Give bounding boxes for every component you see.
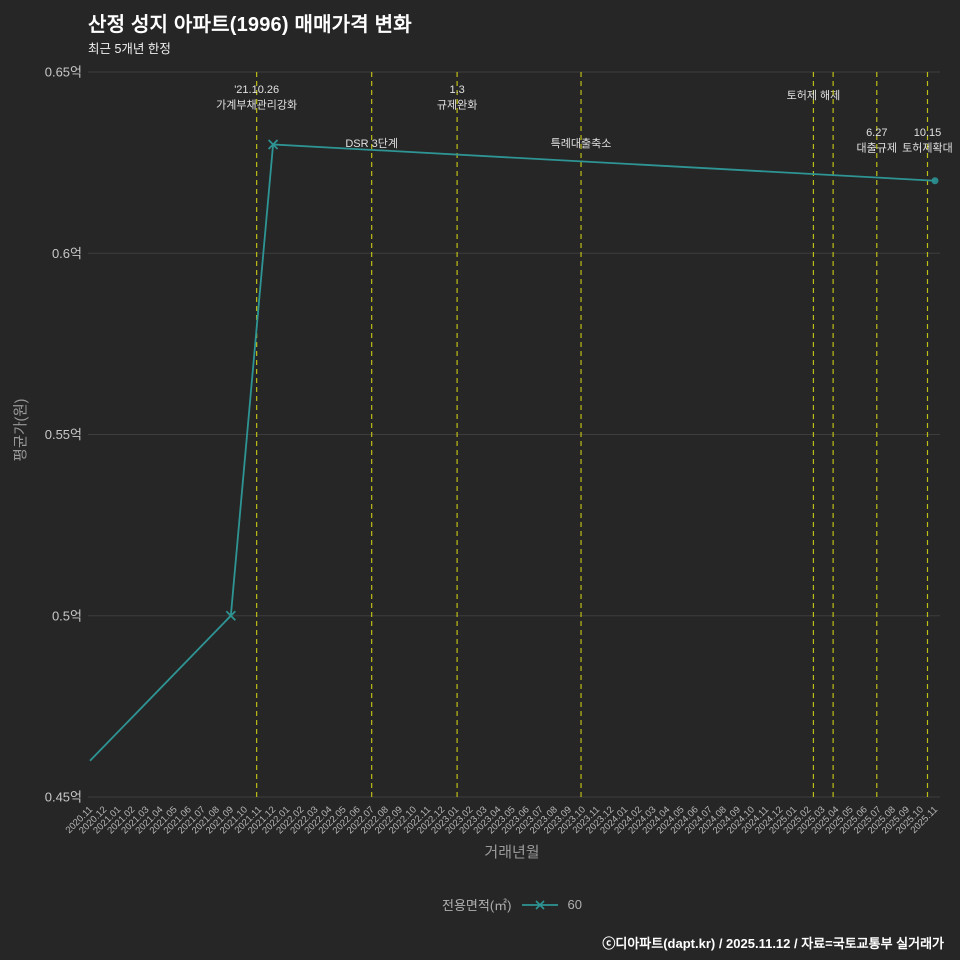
legend-series-name: 60 [567, 897, 582, 912]
event-annotation: 가계부채관리강화 [216, 99, 297, 112]
event-annotation: 대출규제 [857, 142, 897, 155]
chart-subtitle: 최근 5개년 한정 [88, 42, 171, 56]
event-annotation: 10.15 [914, 127, 942, 139]
data-point-marker [931, 177, 939, 185]
event-annotation: DSR 3단계 [345, 137, 398, 150]
data-point-marker [225, 610, 236, 621]
event-annotation: 규제완화 [437, 99, 477, 112]
price-line [89, 143, 936, 762]
event-annotation: 1.3 [449, 84, 464, 96]
footer-credit: ⓒ디아파트(dapt.kr) / 2025.11.12 / 자료=국토교통부 실… [602, 936, 944, 951]
y-tick-label: 0.5억 [52, 608, 82, 623]
event-annotation: 6.27 [866, 127, 887, 139]
x-axis-label: 거래년월 [484, 844, 540, 861]
legend-label: 전용면적(㎡) [442, 898, 512, 913]
data-point-marker [267, 139, 279, 150]
y-tick-label: 0.45억 [45, 790, 82, 805]
event-annotation: '21.10.26 [234, 84, 279, 96]
y-tick-label: 0.65억 [45, 65, 82, 80]
event-annotation: 특례대출축소 [551, 137, 612, 150]
page-title: 산정 성지 아파트(1996) 매매가격 변화 [88, 14, 412, 36]
event-annotation: 토허제 해제 [787, 88, 841, 102]
y-tick-label: 0.55억 [45, 427, 82, 442]
legend: 전용면적(㎡) 60 [442, 895, 582, 914]
y-tick-label: 0.6억 [52, 246, 82, 261]
event-annotation: 토허제확대 [902, 142, 953, 155]
legend-line-x-marker-icon [521, 899, 558, 910]
